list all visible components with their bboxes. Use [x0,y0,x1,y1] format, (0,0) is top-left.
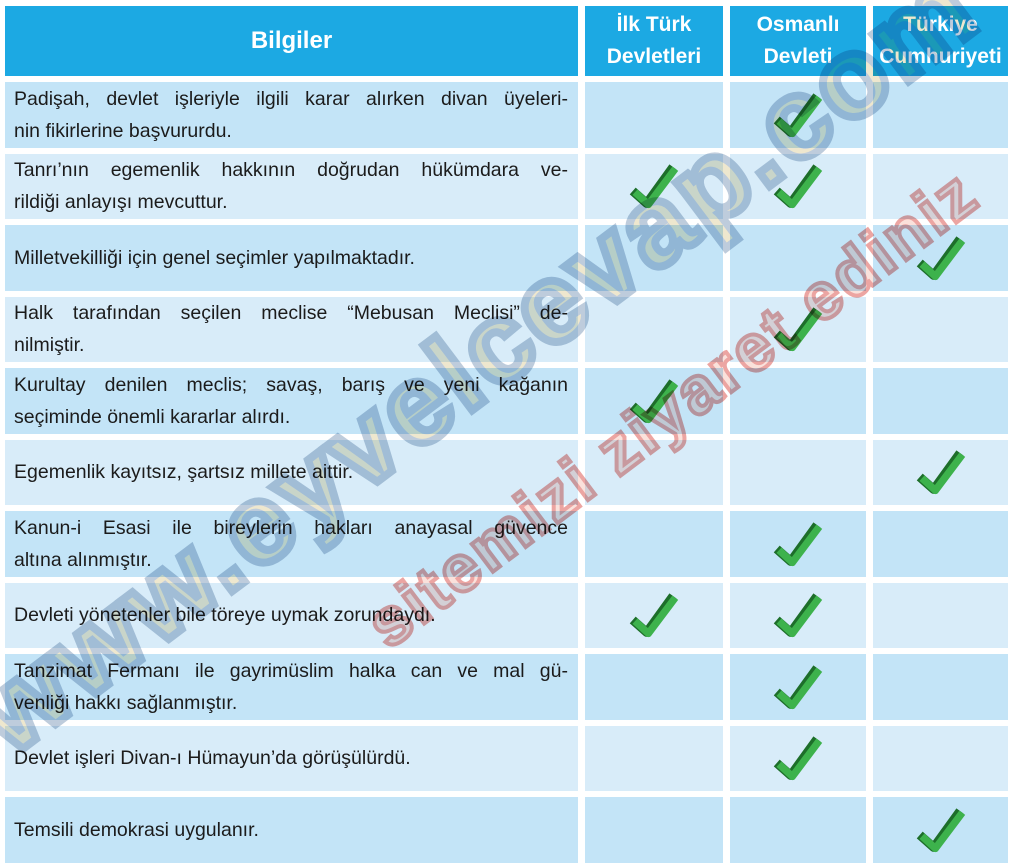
statement-line: Milletvekilliği için genel seçimler yapı… [14,246,415,269]
check-cell-osmanli [730,368,866,434]
check-cell-osmanli [730,82,866,148]
check-cell-ilk-turk [585,582,723,648]
statement-line: seçiminde önemli kararlar alırdı. [14,405,291,428]
check-cell-turkiye [873,225,1008,291]
statement-line: Tanrı’nın egemenlik hakkının doğrudan hü… [14,159,568,182]
check-cell-ilk-turk [585,225,723,291]
check-cell-osmanli [730,725,866,791]
header-bilgiler: Bilgiler [5,6,578,76]
check-icon [629,379,679,423]
header-turkiye-cumhuriyeti: Türkiye Cumhuriyeti [873,6,1008,76]
statement-line: Halk tarafından seçilen meclise “Mebusan… [14,302,568,325]
check-icon [629,593,679,638]
check-cell-turkiye [873,654,1008,720]
check-cell-turkiye [873,82,1008,148]
statement-cell: Milletvekilliği için genel seçimler yapı… [5,225,578,291]
check-cell-ilk-turk [585,296,723,362]
statement-cell: Padişah, devlet işleriyle ilgili karar a… [5,82,578,148]
statement-line: Egemenlik kayıtsız, şartsız millete aitt… [14,461,354,484]
statement-line: Temsili demokrasi uygulanır. [14,818,259,841]
check-cell-osmanli [730,439,866,505]
check-cell-turkiye [873,439,1008,505]
header-osmanli-devleti: Osmanlı Devleti [730,6,866,76]
check-cell-osmanli [730,296,866,362]
check-icon [773,93,823,137]
check-cell-ilk-turk [585,797,723,863]
statement-cell: Temsili demokrasi uygulanır. [5,797,578,863]
check-cell-turkiye [873,725,1008,791]
statement-line: nin fikirlerine başvururdu. [14,119,232,142]
check-cell-ilk-turk [585,725,723,791]
check-cell-osmanli [730,654,866,720]
check-icon [629,164,679,209]
check-cell-ilk-turk [585,82,723,148]
check-cell-osmanli [730,153,866,219]
statement-cell: Devleti yönetenler bile töreye uymak zor… [5,582,578,648]
statement-cell: Tanzimat Fermanı ile gayrimüslim halka c… [5,654,578,720]
check-icon [773,307,823,352]
statement-cell: Halk tarafından seçilen meclise “Mebusan… [5,296,578,362]
check-cell-ilk-turk [585,153,723,219]
check-icon [916,808,965,852]
statement-line: nilmiştir. [14,334,85,357]
statement-line: Padişah, devlet işleriyle ilgili karar a… [14,87,568,110]
statement-cell: Egemenlik kayıtsız, şartsız millete aitt… [5,439,578,505]
check-icon [773,593,823,638]
check-cell-osmanli [730,797,866,863]
check-cell-ilk-turk [585,654,723,720]
check-icon [773,522,823,566]
check-cell-osmanli [730,511,866,577]
statement-cell: Devlet işleri Divan-ı Hümayun’da görüşül… [5,725,578,791]
check-icon [773,164,823,209]
check-icon [916,236,965,280]
statement-line: Kurultay denilen meclis; savaş, barış ve… [14,373,568,396]
check-cell-turkiye [873,296,1008,362]
check-cell-turkiye [873,153,1008,219]
check-icon [916,450,965,495]
statement-line: rildiği anlayışı mevcuttur. [14,191,228,214]
statement-line: altına alınmıştır. [14,548,152,571]
statement-line: Kanun-i Esasi ile bireylerin hakları ana… [14,516,568,539]
check-cell-turkiye [873,368,1008,434]
statement-line: Tanzimat Fermanı ile gayrimüslim halka c… [14,659,568,682]
statement-line: venliği hakkı sağlanmıştır. [14,691,238,714]
check-cell-turkiye [873,582,1008,648]
check-icon [773,665,823,709]
statement-line: Devlet işleri Divan-ı Hümayun’da görüşül… [14,747,411,770]
check-cell-ilk-turk [585,368,723,434]
check-cell-osmanli [730,225,866,291]
statement-cell: Tanrı’nın egemenlik hakkının doğrudan hü… [5,153,578,219]
statement-cell: Kanun-i Esasi ile bireylerin hakları ana… [5,511,578,577]
header-ilk-turk-devletleri: İlk Türk Devletleri [585,6,723,76]
check-cell-turkiye [873,797,1008,863]
check-icon [773,736,823,781]
statement-cell: Kurultay denilen meclis; savaş, barış ve… [5,368,578,434]
check-cell-ilk-turk [585,439,723,505]
statement-line: Devleti yönetenler bile töreye uymak zor… [14,604,436,627]
check-cell-turkiye [873,511,1008,577]
check-cell-osmanli [730,582,866,648]
check-cell-ilk-turk [585,511,723,577]
